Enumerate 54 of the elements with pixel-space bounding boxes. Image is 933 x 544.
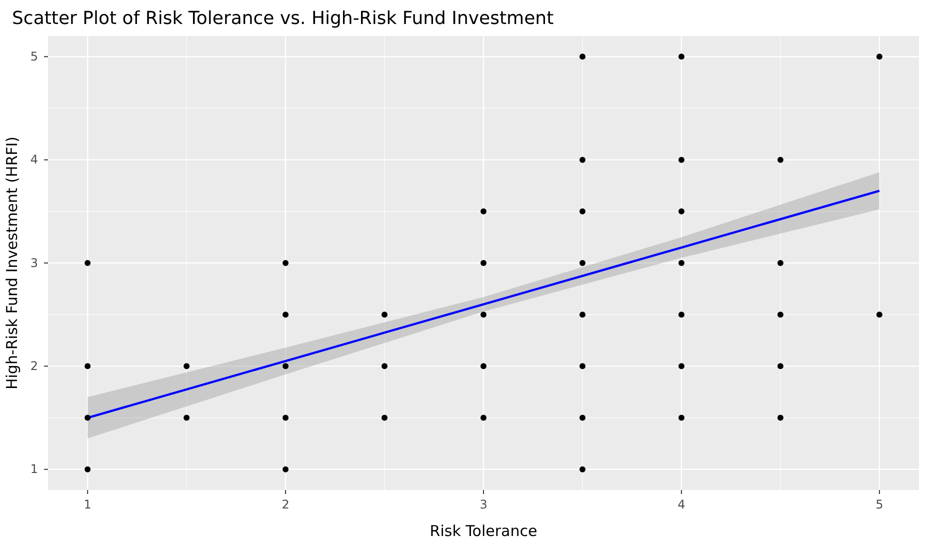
point — [678, 156, 684, 163]
point — [579, 363, 586, 370]
x-tick-label: 1 — [84, 498, 92, 512]
point — [282, 466, 289, 472]
point — [678, 54, 684, 60]
point — [382, 312, 388, 318]
point — [84, 414, 91, 421]
x-axis-title: Risk Tolerance — [430, 522, 538, 540]
y-tick-label: 1 — [30, 462, 38, 476]
x-tick-label: 4 — [678, 498, 686, 512]
point — [84, 466, 91, 472]
point — [777, 260, 784, 266]
y-tick-label: 2 — [30, 359, 38, 374]
point — [84, 260, 91, 266]
point — [480, 414, 486, 421]
point — [282, 260, 289, 266]
point — [184, 414, 190, 421]
point — [382, 363, 388, 370]
point — [579, 414, 586, 421]
point — [678, 208, 684, 214]
point — [282, 312, 289, 318]
point — [184, 363, 190, 370]
x-tick-label: 5 — [876, 498, 884, 512]
x-tick-label: 3 — [480, 498, 488, 512]
point — [579, 156, 586, 163]
y-tick-label: 4 — [30, 152, 38, 167]
chart-title: Scatter Plot of Risk Tolerance vs. High-Risk Fund Investment — [12, 8, 554, 29]
point — [480, 208, 486, 214]
point — [777, 363, 784, 370]
point — [579, 208, 586, 214]
point — [84, 363, 91, 370]
y-tick-label: 3 — [30, 256, 38, 270]
point — [282, 363, 289, 370]
point — [579, 54, 586, 60]
point — [579, 466, 586, 472]
point — [579, 260, 586, 266]
point — [678, 312, 684, 318]
y-tick-label: 5 — [30, 49, 38, 64]
point — [777, 312, 784, 318]
y-axis-title: High-Risk Fund Investment (HRFI) — [3, 136, 21, 390]
point — [579, 312, 586, 318]
point — [480, 363, 486, 370]
point — [282, 414, 289, 421]
point — [678, 414, 684, 421]
x-tick-label: 2 — [282, 498, 290, 512]
point — [678, 363, 684, 370]
point — [678, 260, 684, 266]
point — [777, 414, 784, 421]
point — [382, 414, 388, 421]
point — [480, 312, 486, 318]
point — [480, 260, 486, 266]
point — [876, 312, 882, 318]
point — [777, 156, 784, 163]
point — [876, 54, 882, 60]
